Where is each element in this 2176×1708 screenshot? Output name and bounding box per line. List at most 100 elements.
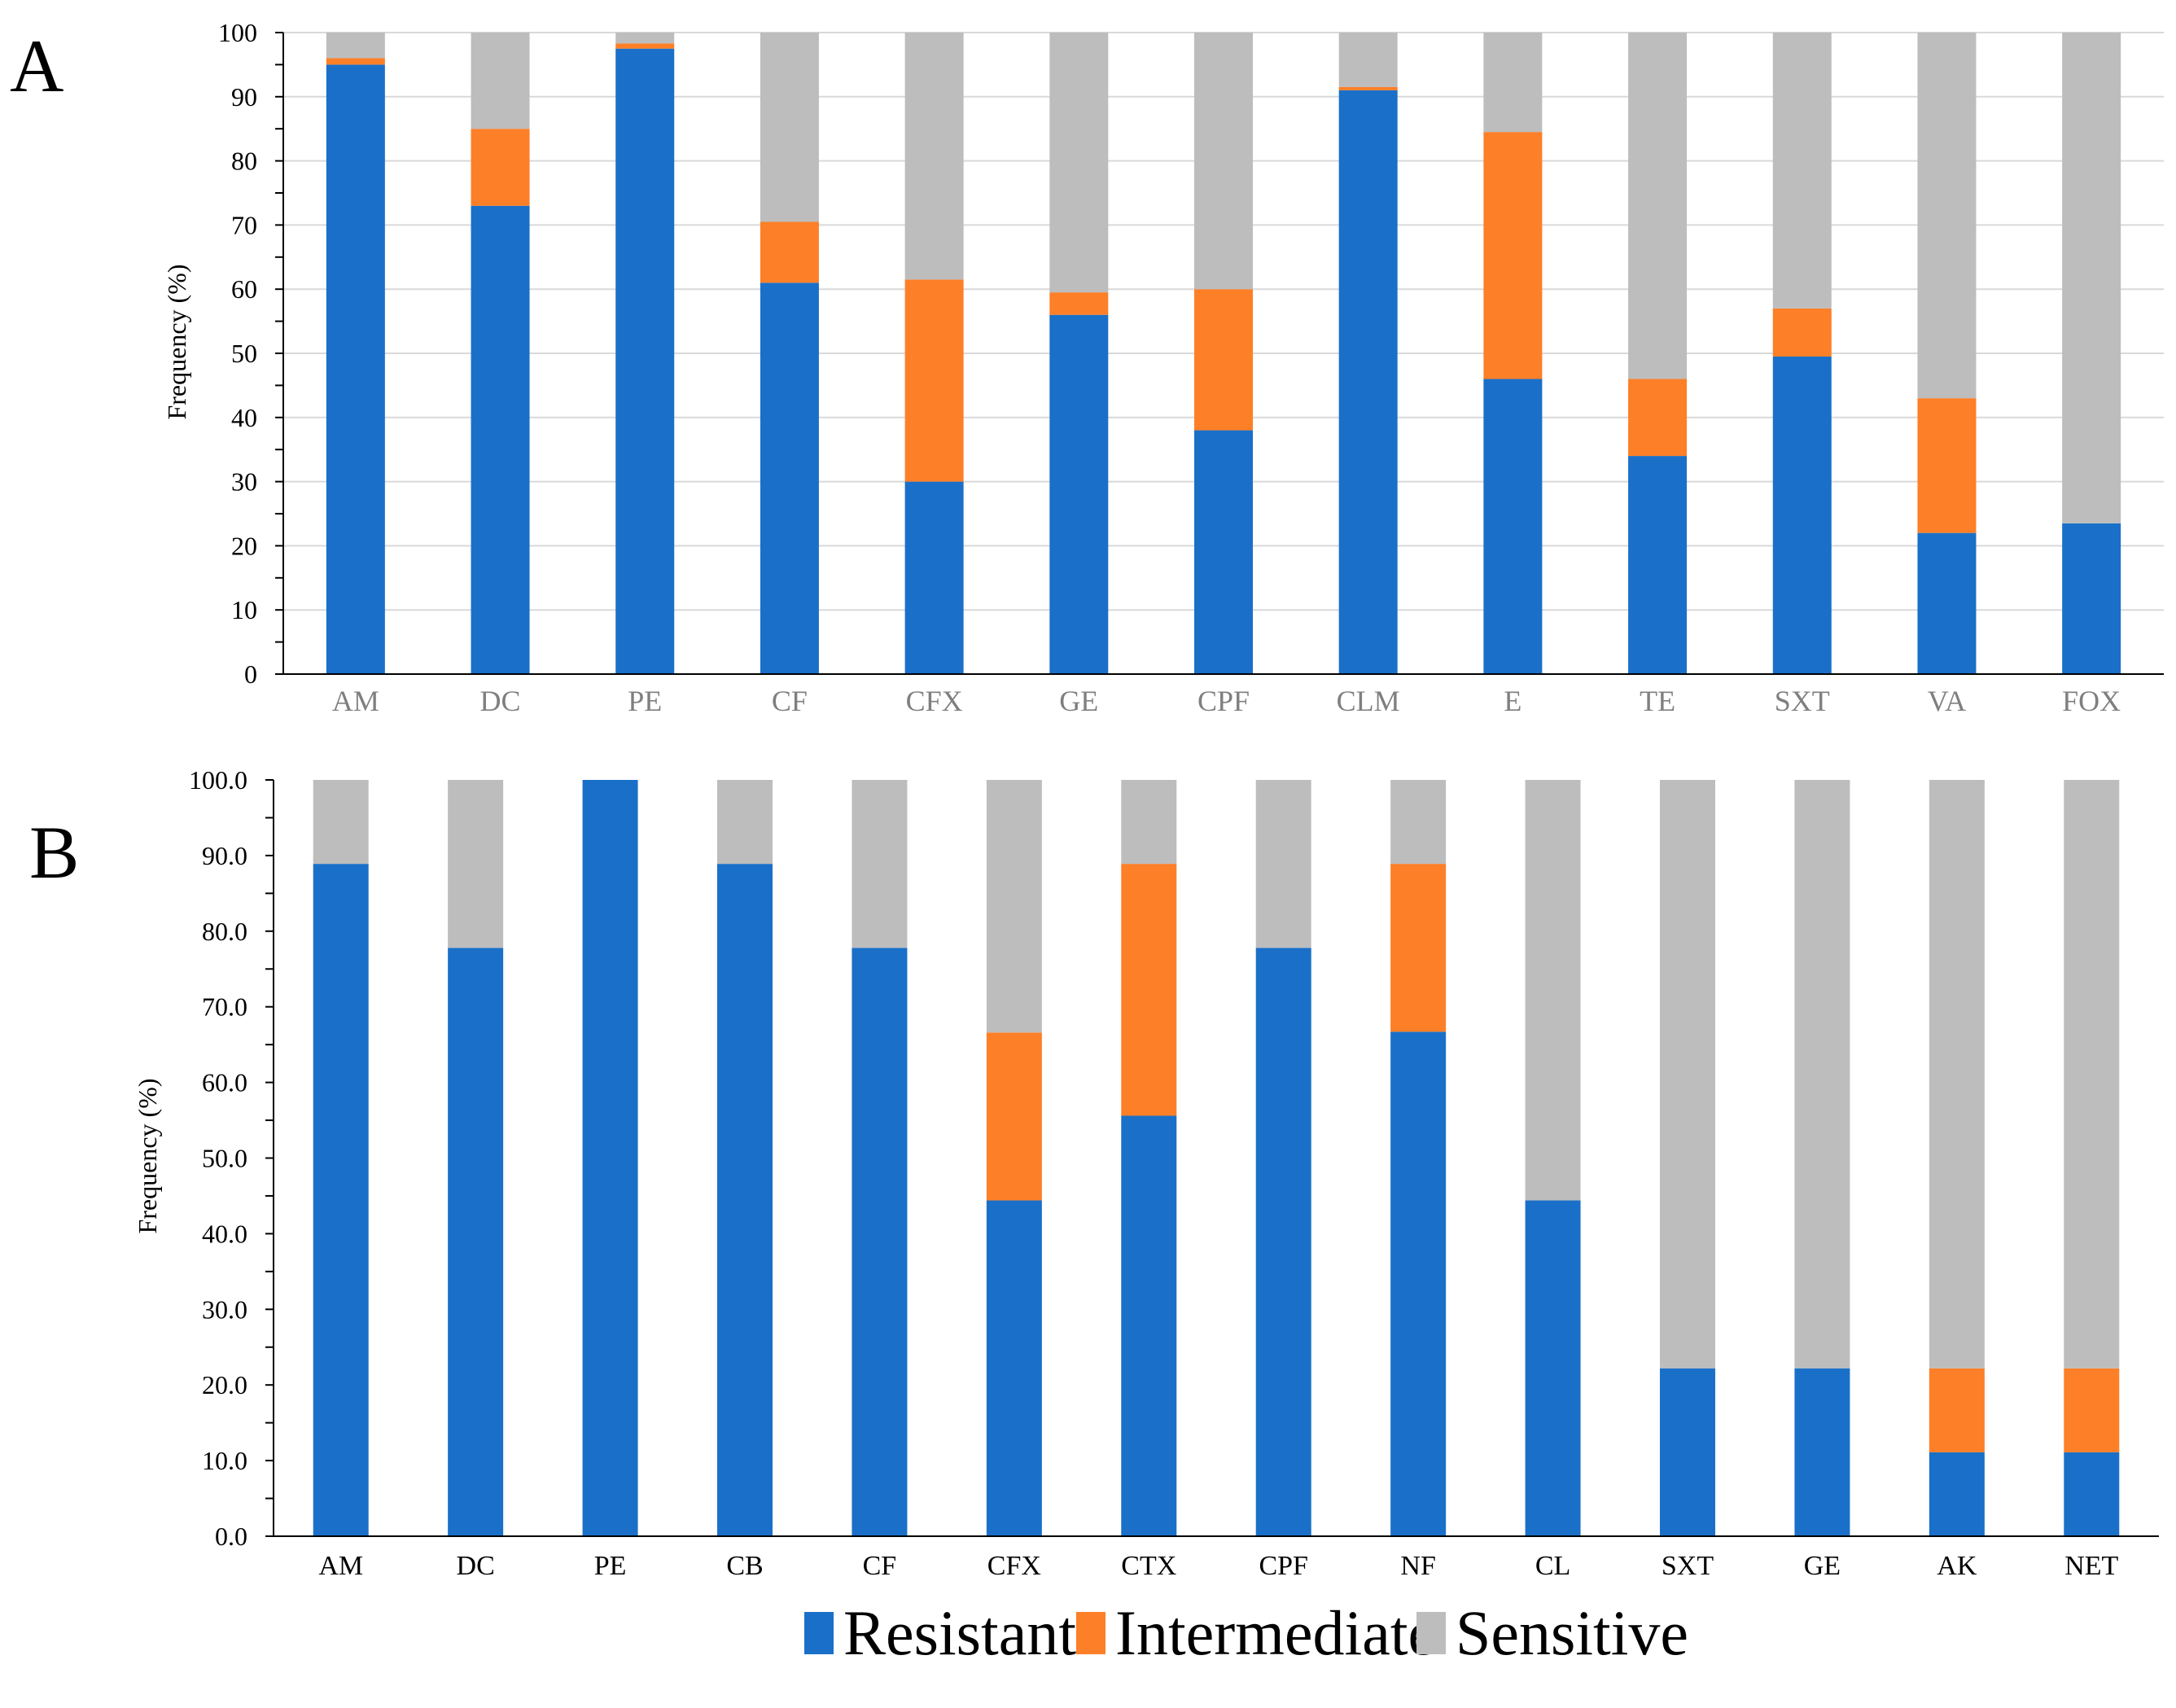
bar-sensitive-va xyxy=(1917,33,1977,399)
x-tick-labels-a: AM DC PE CF CFX GE CPF CLM E TE SXT VA FOX xyxy=(332,685,2121,717)
bar-resistant-ak xyxy=(1929,1452,1985,1536)
bar-sensitive-sxt xyxy=(1660,780,1715,1369)
x-tick-label-ge: GE xyxy=(1804,1551,1841,1581)
bar-intermediate-pe xyxy=(615,43,675,49)
bar-sensitive-cpf xyxy=(1255,780,1311,948)
bar-sensitive-cfx xyxy=(986,780,1042,1033)
bar-intermediate-te xyxy=(1628,379,1688,457)
bar-sensitive-cl xyxy=(1525,780,1581,1201)
y-tick-label: 80 xyxy=(231,147,257,176)
bar-intermediate-ctx xyxy=(1121,864,1177,1116)
y-tick-label: 20 xyxy=(231,531,257,560)
y-tick-label: 90.0 xyxy=(202,841,247,870)
x-tick-labels-b: AM DC PE CB CF CFX CTX CPF NF CL SXT GE AK NET xyxy=(318,1551,2118,1581)
bar-resistant-ge xyxy=(1049,314,1109,674)
bar-resistant-sxt xyxy=(1660,1368,1715,1536)
bar-sensitive-ge xyxy=(1794,780,1850,1369)
bar-sensitive-am xyxy=(313,780,369,865)
bar-sensitive-fox xyxy=(2062,33,2121,523)
chart-panel-b: B Frequency (%) 0.0 10.0 20.0 30.0 40.0 50.0 6… xyxy=(29,765,2159,1581)
x-tick-label-pe: PE xyxy=(594,1551,627,1581)
y-tick-label: 10 xyxy=(231,595,257,624)
bar-resistant-fox xyxy=(2062,523,2121,674)
bar-resistant-cpf xyxy=(1255,948,1311,1536)
y-tick-label: 30 xyxy=(231,467,257,497)
bar-resistant-dc xyxy=(448,948,504,1536)
x-tick-label-am: AM xyxy=(318,1551,363,1581)
bars-a xyxy=(326,33,2121,675)
bar-resistant-cl xyxy=(1525,1200,1581,1536)
legend: Resistant Intermediate Sensitive xyxy=(804,1597,1688,1668)
y-tick-label: 50 xyxy=(231,339,257,368)
x-tick-label-e: E xyxy=(1504,685,1521,717)
bar-resistant-am xyxy=(313,864,369,1536)
bar-intermediate-clm xyxy=(1338,86,1398,90)
y-tick-label: 100.0 xyxy=(189,765,247,795)
x-tick-label-te: TE xyxy=(1640,685,1675,717)
bar-resistant-dc xyxy=(471,205,530,674)
panel-label-b: B xyxy=(29,811,79,894)
y-tick-label: 70 xyxy=(231,210,257,239)
bar-intermediate-cf xyxy=(760,221,819,283)
chart-panel-a: A Frequency (%) 0 10 20 30 40 50 60 70 80 90 100 A… xyxy=(10,18,2164,717)
x-tick-label-sxt: SXT xyxy=(1662,1551,1714,1581)
x-tick-label-cpf: CPF xyxy=(1197,685,1250,717)
legend-swatch-sensitive xyxy=(1416,1612,1446,1654)
y-tick-label: 0 xyxy=(244,659,257,689)
y-tick-labels-b: 0.0 10.0 20.0 30.0 40.0 50.0 60.0 70.0 80.0 90.0 1… xyxy=(189,765,247,1551)
bar-resistant-cpf xyxy=(1194,430,1253,674)
x-tick-label-net: NET xyxy=(2064,1551,2118,1581)
x-tick-label-sxt: SXT xyxy=(1775,685,1830,717)
bar-resistant-cf xyxy=(760,282,819,674)
x-tick-label-ctx: CTX xyxy=(1121,1551,1176,1581)
panel-label-a: A xyxy=(10,24,63,107)
bar-sensitive-cf xyxy=(760,33,819,222)
bar-sensitive-cpf xyxy=(1194,33,1253,290)
x-tick-label-ge: GE xyxy=(1059,685,1098,717)
x-tick-label-cf: CF xyxy=(772,685,808,717)
bar-sensitive-dc xyxy=(471,33,530,129)
y-tick-label: 100 xyxy=(218,18,257,47)
bar-resistant-pe xyxy=(582,780,638,1536)
x-tick-label-nf: NF xyxy=(1400,1551,1435,1581)
bar-sensitive-te xyxy=(1628,33,1688,379)
bar-intermediate-cfx xyxy=(904,279,964,482)
bar-resistant-cfx xyxy=(986,1200,1042,1536)
x-tick-label-fox: FOX xyxy=(2062,685,2121,717)
bar-sensitive-cb xyxy=(717,780,773,865)
axes-a xyxy=(275,32,2164,675)
x-tick-label-va: VA xyxy=(1928,685,1966,717)
bar-intermediate-ak xyxy=(1929,1368,1985,1452)
y-tick-label: 10.0 xyxy=(202,1446,247,1475)
bar-resistant-net xyxy=(2064,1452,2120,1536)
bar-resistant-pe xyxy=(615,48,675,674)
bars-b xyxy=(313,780,2120,1536)
bar-resistant-te xyxy=(1628,456,1688,674)
y-tick-label: 40.0 xyxy=(202,1219,247,1248)
y-tick-label: 0.0 xyxy=(215,1522,247,1551)
bar-resistant-clm xyxy=(1338,90,1398,675)
x-tick-label-clm: CLM xyxy=(1337,685,1400,717)
bar-resistant-cb xyxy=(717,864,773,1536)
y-tick-label: 60.0 xyxy=(202,1068,247,1097)
bar-resistant-nf xyxy=(1390,1031,1447,1536)
bar-resistant-ge xyxy=(1794,1368,1850,1536)
bar-resistant-e xyxy=(1483,379,1543,674)
legend-swatch-resistant xyxy=(804,1612,834,1654)
bar-resistant-cf xyxy=(852,948,908,1536)
y-tick-label: 40 xyxy=(231,403,257,432)
bar-sensitive-ak xyxy=(1929,780,1985,1369)
y-tick-label: 60 xyxy=(231,274,257,304)
bar-intermediate-cpf xyxy=(1194,289,1253,431)
y-tick-label: 20.0 xyxy=(202,1370,247,1399)
bar-sensitive-cfx xyxy=(904,33,964,280)
bar-intermediate-am xyxy=(326,58,385,65)
bar-sensitive-ge xyxy=(1049,33,1109,293)
bar-sensitive-ctx xyxy=(1121,780,1177,865)
x-tick-label-cf: CF xyxy=(863,1551,897,1581)
x-tick-label-cpf: CPF xyxy=(1259,1551,1308,1581)
bar-sensitive-pe xyxy=(615,33,675,44)
legend-label-resistant: Resistant xyxy=(843,1597,1076,1668)
y-tick-label: 50.0 xyxy=(202,1144,247,1173)
